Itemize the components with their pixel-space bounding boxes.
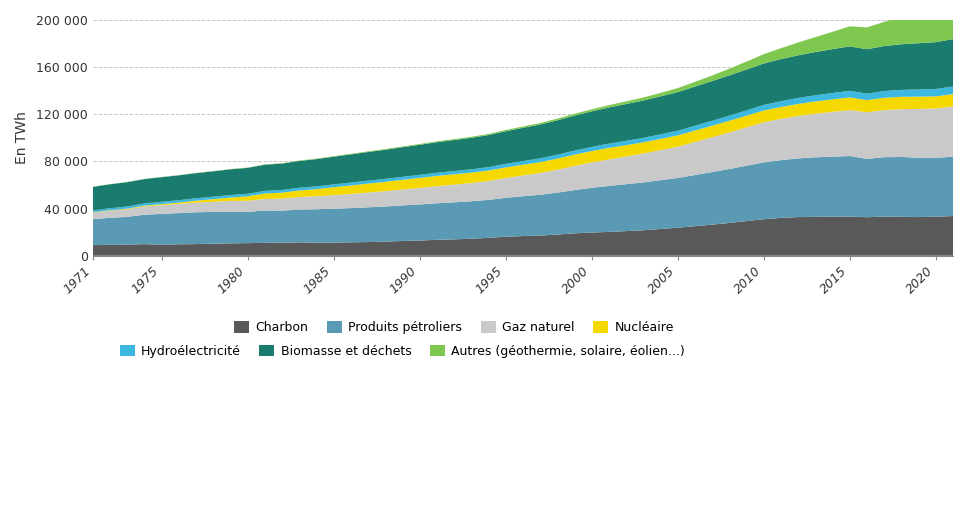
Y-axis label: En TWh: En TWh bbox=[15, 112, 29, 164]
Legend: Hydroélectricité, Biomasse et déchets, Autres (géothermie, solaire, éolien...): Hydroélectricité, Biomasse et déchets, A… bbox=[114, 340, 690, 363]
